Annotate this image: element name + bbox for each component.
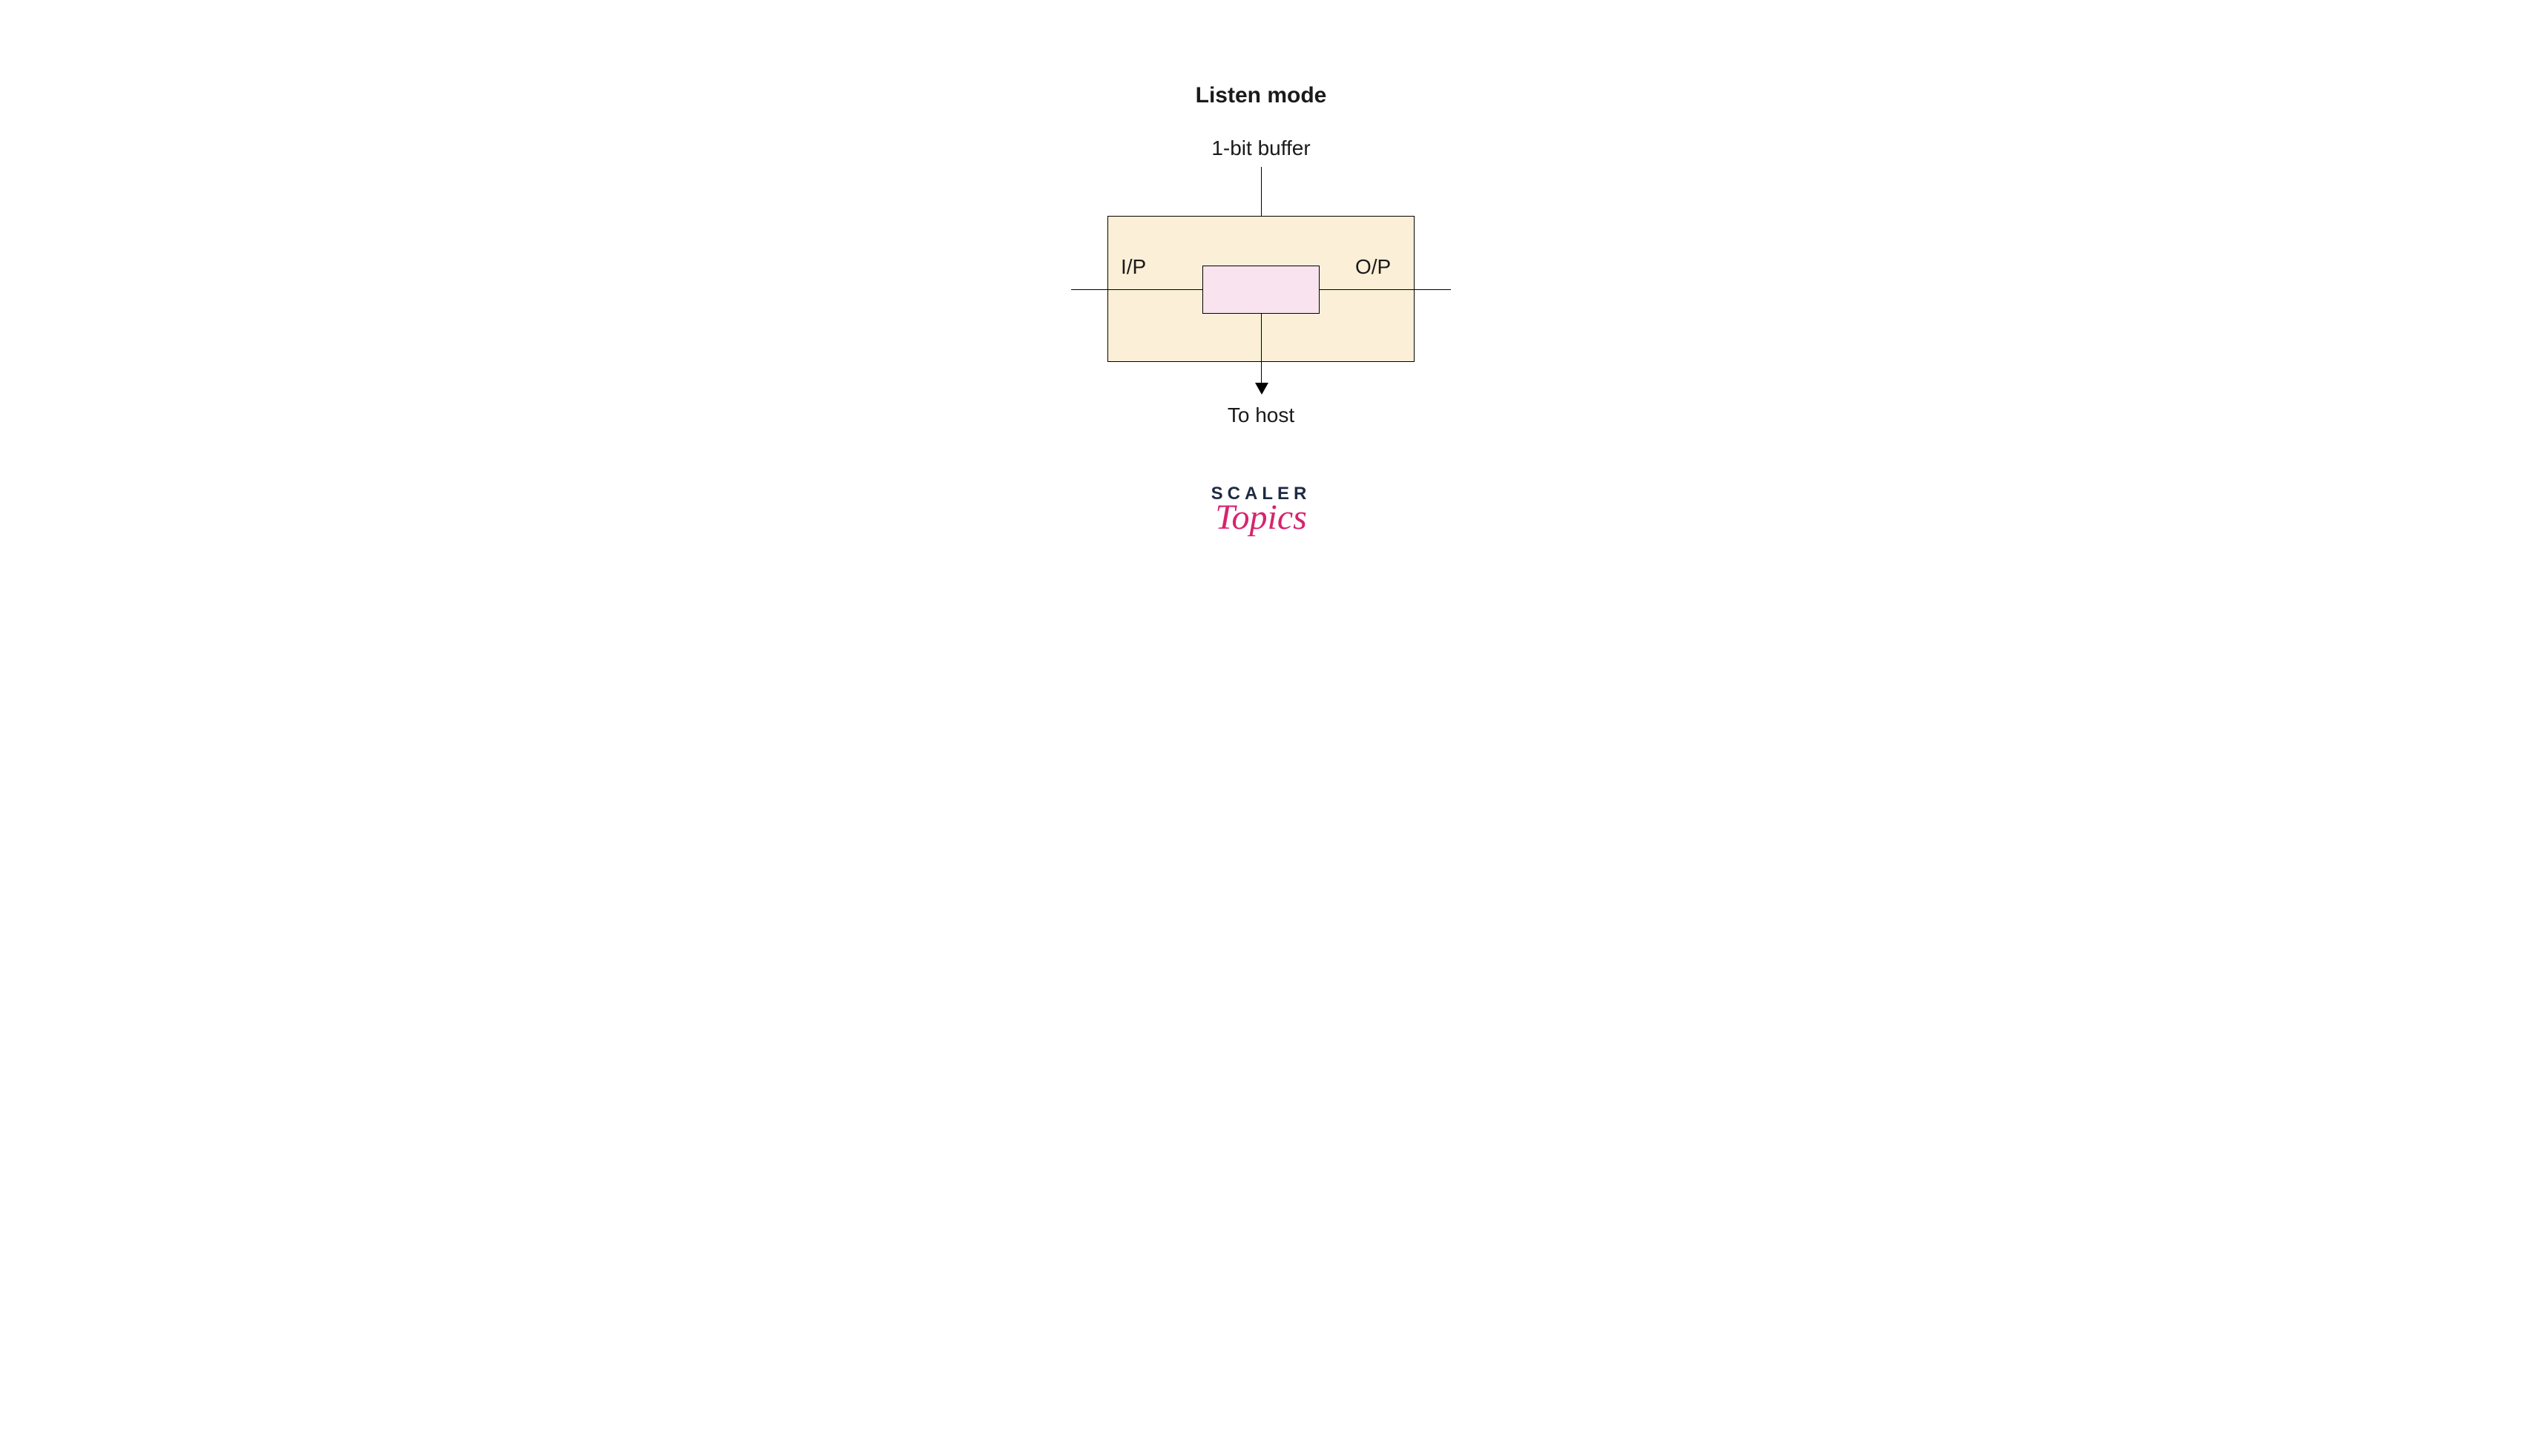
diagram-canvas: Listen mode 1-bit buffer I/P O/P To host… [721, 0, 1801, 605]
inner-rect [1202, 266, 1320, 314]
scaler-topics-logo: SCALER Topics [1211, 485, 1311, 536]
diagram-title: Listen mode [1196, 83, 1327, 108]
output-label: O/P [1355, 255, 1391, 279]
to-host-label: To host [1228, 403, 1294, 427]
logo-bottom-text: Topics [1211, 500, 1311, 536]
input-label: I/P [1121, 255, 1146, 279]
bottom-arrow-head [1255, 383, 1268, 395]
output-line [1320, 289, 1451, 290]
bottom-arrow-line [1261, 314, 1262, 383]
buffer-label: 1-bit buffer [1211, 136, 1310, 160]
input-line [1071, 289, 1202, 290]
